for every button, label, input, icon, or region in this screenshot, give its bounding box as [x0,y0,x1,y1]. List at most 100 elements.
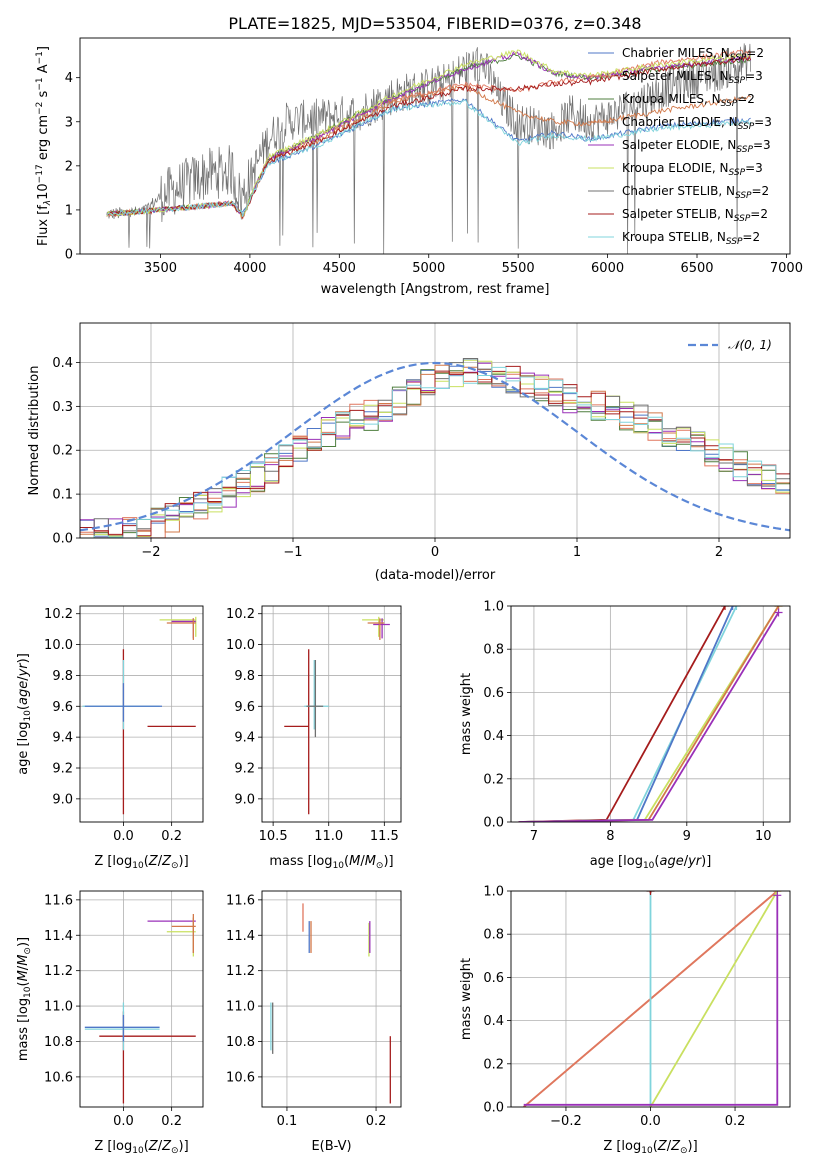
y-tick-label: 0.2 [483,772,504,787]
y-tick-label: 11.2 [44,964,73,979]
x-tick-label: 0.2 [161,1114,182,1129]
y-axis-label: Normed distribution [27,366,42,496]
x-tick-label: 0.1 [277,1114,298,1129]
x-tick-label: 2 [715,545,723,560]
endpoint-marker [774,608,783,617]
endpoint-marker [728,606,737,610]
plot-area [284,616,390,815]
x-tick-label: 0.0 [113,1114,134,1129]
x-tick-label: 11.0 [314,829,343,844]
y-tick-label: 9.0 [234,792,255,807]
y-tick-label: 10.6 [226,1070,255,1085]
y-axis-label: mass weight [459,958,474,1040]
legend-entry: Kroupa MILES, NSSP=2 [622,92,755,109]
plot-area [270,903,391,1104]
y-tick-label: 0.8 [483,643,504,658]
y-tick-label: 11.0 [44,1000,73,1015]
plot-area [82,616,197,815]
axes-frame [79,37,791,255]
x-tick-label: 0.2 [161,829,182,844]
residual-histogram-panel: −2 −1 0 1 2 0.0 0.1 0.2 0.3 0.4 (data-model)/error… [27,322,791,583]
y-axis-label: Flux [fλ10−17 erg cm−2 s−1 A−1] [35,46,53,246]
legend-entry: Salpeter MILES, NSSP=3 [622,69,763,86]
x-tick-label: 10.5 [259,829,288,844]
y-tick-label: 9.8 [52,669,73,684]
x-tick-label: 5500 [502,261,535,276]
legend-entry: 𝒩(0, 1) [728,338,772,352]
legend-entry: Kroupa ELODIE, NSSP=3 [622,161,763,178]
legend-entry: Chabrier ELODIE, NSSP=3 [622,115,772,132]
endpoint-marker [773,891,782,900]
cumulative-age-panel: 7 8 9 10 0.0 0.2 0.4 0.6 0.8 1.0 mass weight age [l… [459,600,791,871]
model-spectrum-line [106,51,752,217]
y-tick-label: 2 [65,159,73,174]
y-tick-label: 1.0 [483,600,504,615]
normal-distribution-curve [80,361,790,532]
x-tick-label: 0 [431,545,439,560]
x-tick-label: 6000 [591,261,624,276]
y-tick-label: 11.2 [226,964,255,979]
y-tick-label: 11.6 [226,893,255,908]
x-axis-label: Z [log10(Z/Z⊙)] [603,1139,697,1156]
y-tick-label: 11.0 [226,1000,255,1015]
figure-title: PLATE=1825, MJD=53504, FIBERID=0376, z=0… [228,14,641,33]
y-tick-label: 0.6 [483,686,504,701]
cumulative-line [518,606,734,822]
x-tick-label: 10 [755,829,772,844]
y-tick-label: 0.3 [52,400,73,415]
y-tick-label: 10.8 [44,1035,73,1050]
x-tick-label: 9 [683,829,691,844]
y-tick-label: 0 [65,248,73,263]
plot-area [84,914,196,1104]
cumulative-line [518,612,780,822]
x-axis-label: wavelength [Angstrom, rest frame] [321,282,550,297]
y-tick-label: 11.4 [226,929,255,944]
y-tick-label: 10.8 [226,1035,255,1050]
plot-area [523,891,782,1107]
y-tick-label: 0.2 [52,444,73,459]
x-tick-label: 0.0 [640,1114,661,1129]
y-tick-label: 0.0 [52,532,73,547]
x-axis-label: mass [log10(M/M⊙)] [269,854,393,871]
model-spectrum-line [106,54,752,219]
y-tick-label: 0.2 [483,1057,504,1072]
axes-frame [79,890,204,1108]
y-tick-label: 0.4 [483,1014,504,1029]
y-tick-label: 9.2 [234,762,255,777]
age-vs-mass-panel: 10.5 11.0 11.5 9.0 9.2 9.4 9.6 9.8 10.0 10.2 mass … [226,605,402,871]
y-tick-label: 4 [65,71,73,86]
y-tick-label: 9.4 [234,731,255,746]
legend-entry: Chabrier MILES, NSSP=2 [622,46,764,63]
cumulative-line [518,606,738,822]
x-tick-label: 4500 [323,261,356,276]
legend-entry: Chabrier STELIB, NSSP=2 [622,184,769,201]
endpoint-marker [721,606,730,610]
x-tick-label: 7000 [770,261,803,276]
y-tick-label: 9.2 [52,762,73,777]
x-tick-label: −1 [283,545,302,560]
x-tick-label: −0.2 [550,1114,582,1129]
y-tick-label: 0.8 [483,928,504,943]
legend-entry: Salpeter ELODIE, NSSP=3 [622,138,771,155]
mass-vs-metallicity-panel: 0.0 0.2 10.6 10.8 11.0 11.2 11.4 11.6 Z [log10(Z… [16,890,204,1156]
axes-frame [79,605,204,823]
x-tick-label: 0.0 [113,829,134,844]
plot-area [106,43,752,254]
x-tick-label: 7 [530,829,538,844]
y-tick-label: 9.0 [52,792,73,807]
endpoint-marker [646,891,655,895]
y-tick-label: 11.4 [44,929,73,944]
axes-frame [510,605,791,823]
x-axis-label: Z [log10(Z/Z⊙)] [94,1139,188,1156]
observed-spectrum-line [106,43,752,254]
x-tick-label: 3500 [144,261,177,276]
y-tick-label: 0.6 [483,971,504,986]
y-tick-label: 0.4 [52,356,73,371]
endpoint-marker [732,606,741,610]
mass-vs-extinction-panel: 0.1 0.2 10.6 10.8 11.0 11.2 11.4 11.6 E(B-V) [226,890,402,1154]
y-axis-label: mass [log10(M/M⊙)] [16,937,33,1061]
x-tick-label: 11.5 [370,829,399,844]
x-tick-label: 0.2 [725,1114,746,1129]
y-tick-label: 10.6 [44,1070,73,1085]
